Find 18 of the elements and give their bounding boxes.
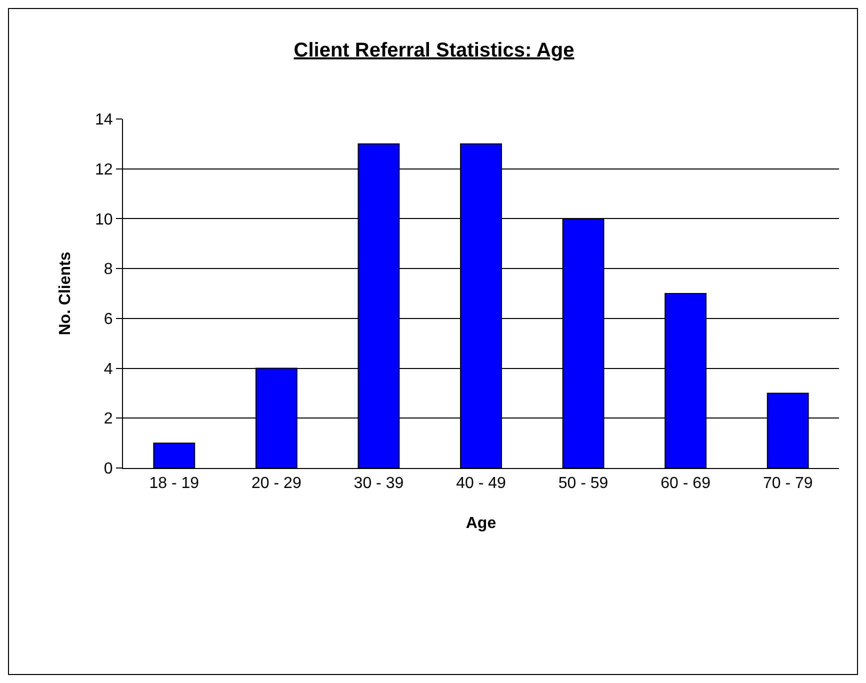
y-tick-label: 6 xyxy=(104,311,113,328)
x-tick-label: 40 - 49 xyxy=(456,475,506,492)
x-tick-label: 50 - 59 xyxy=(558,475,608,492)
y-tick-label: 10 xyxy=(95,211,113,228)
x-tick-label: 18 - 19 xyxy=(149,475,200,492)
x-tick-label: 70 - 79 xyxy=(762,475,813,492)
y-tick-label: 12 xyxy=(95,161,113,178)
y-tick-label: 4 xyxy=(104,360,113,378)
y-tick-label: 2 xyxy=(104,410,113,428)
y-tick-label: 14 xyxy=(95,112,113,129)
x-axis-title: Age xyxy=(466,514,496,532)
y-tick-label: 0 xyxy=(104,460,113,478)
y-axis-title: No. Clients xyxy=(56,252,74,336)
x-tick-label: 60 - 69 xyxy=(660,475,711,492)
x-tick-label: 30 - 39 xyxy=(354,475,404,492)
y-tick-label: 8 xyxy=(104,261,113,278)
chart-title: Client Referral Statistics: Age xyxy=(294,39,574,62)
x-tick-label: 20 - 29 xyxy=(252,475,302,492)
